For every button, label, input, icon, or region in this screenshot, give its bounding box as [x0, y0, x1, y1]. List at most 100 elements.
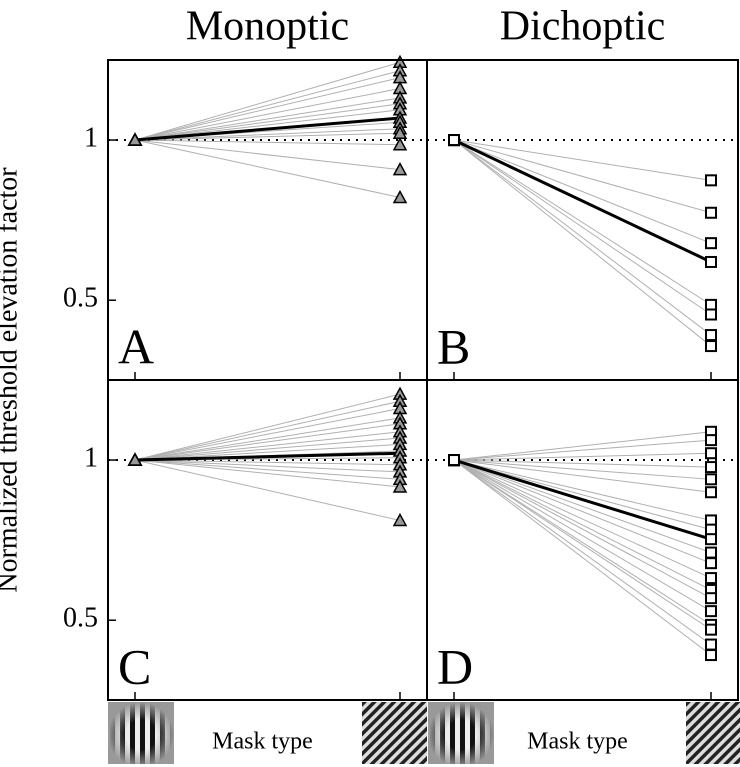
mean-line — [453, 458, 712, 541]
subject-line — [453, 459, 712, 468]
square-marker — [705, 592, 717, 605]
square-marker — [705, 638, 717, 651]
subject-line — [134, 459, 401, 466]
panel-label: D — [437, 638, 473, 694]
subject-line — [134, 459, 401, 480]
subject-line — [134, 97, 401, 141]
subject-line — [134, 393, 401, 461]
square-marker — [705, 340, 717, 353]
triangle-marker — [392, 162, 408, 176]
triangle-marker — [392, 189, 408, 204]
grating-icon — [108, 702, 174, 764]
subject-line — [453, 459, 712, 521]
column-title: Monoptic — [186, 4, 349, 50]
subject-line — [453, 139, 712, 244]
mean-line — [453, 138, 712, 264]
plaid-icon — [362, 702, 427, 764]
subject-line — [453, 139, 712, 315]
square-marker — [705, 623, 717, 636]
subject-line — [134, 77, 401, 141]
subject-line — [134, 87, 401, 141]
square-marker — [705, 546, 717, 559]
subject-line — [453, 459, 712, 480]
triangle-marker — [392, 512, 408, 527]
subject-line — [453, 459, 712, 631]
subject-line — [134, 459, 401, 473]
square-marker — [448, 454, 460, 467]
subject-line — [453, 139, 712, 347]
subject-line — [453, 459, 712, 591]
subject-line — [134, 139, 401, 146]
triangle-marker — [392, 137, 408, 151]
subject-line — [453, 139, 712, 306]
subject-line — [453, 459, 712, 493]
square-marker — [705, 298, 717, 311]
panel: 0.5 1 Monoptic A — [63, 4, 428, 381]
mean-line — [134, 451, 401, 462]
subject-line — [134, 431, 401, 461]
y-tick-label: 1 — [84, 122, 98, 153]
subject-line — [134, 459, 401, 521]
y-tick-label: 0.5 — [63, 283, 98, 314]
subject-line — [134, 400, 401, 461]
subject-line — [453, 452, 712, 461]
square-marker — [705, 523, 717, 536]
y-axis-label: Normalized threshold elevation factor — [0, 167, 23, 593]
x-axis-label: Mask type — [527, 729, 628, 755]
subject-line — [134, 132, 401, 141]
y-tick-label: 1 — [84, 442, 98, 473]
x-axis-label: Mask type — [212, 729, 313, 755]
subject-line — [453, 459, 712, 599]
square-marker — [705, 649, 717, 662]
subject-line — [453, 459, 712, 656]
y-tick-label: 0.5 — [63, 603, 98, 634]
panel-frame — [426, 379, 739, 701]
plaid-icon — [686, 702, 740, 764]
mean-line — [134, 116, 401, 142]
subject-line — [453, 459, 712, 612]
square-marker — [705, 206, 717, 219]
panel-frame — [107, 379, 428, 701]
subject-line — [134, 70, 401, 141]
square-marker — [705, 447, 717, 460]
square-marker — [705, 308, 717, 321]
subject-line — [453, 459, 712, 564]
subject-line — [134, 407, 401, 461]
column-title: Dichoptic — [500, 4, 666, 50]
mask-icons — [108, 702, 740, 764]
square-marker — [705, 486, 717, 499]
square-marker — [705, 237, 717, 250]
panel-frame — [426, 59, 739, 381]
subject-line — [453, 139, 712, 336]
square-marker — [705, 461, 717, 474]
panel-label: C — [118, 638, 151, 694]
subject-line — [134, 61, 401, 141]
subject-line — [134, 423, 401, 461]
triangle-marker — [392, 479, 408, 493]
square-marker — [705, 174, 717, 187]
subject-line — [453, 439, 712, 461]
subject-line — [453, 459, 712, 626]
subject-line — [134, 459, 401, 488]
panel: D Mask type — [426, 379, 739, 755]
square-marker — [705, 572, 717, 585]
panel: Dichoptic B — [426, 4, 739, 381]
subject-line — [453, 139, 712, 181]
subject-line — [134, 139, 401, 171]
triangle-marker — [127, 452, 143, 466]
subject-line — [134, 417, 401, 461]
subject-line — [134, 103, 401, 141]
square-marker — [705, 434, 717, 447]
panel-label: B — [437, 318, 470, 374]
square-marker — [705, 557, 717, 570]
subject-line — [134, 437, 401, 461]
subject-line — [134, 128, 401, 141]
subject-line — [453, 459, 712, 531]
square-marker — [448, 134, 460, 147]
subject-line — [453, 431, 712, 461]
square-marker — [705, 533, 717, 546]
square-marker — [705, 473, 717, 486]
subject-line — [453, 459, 712, 579]
